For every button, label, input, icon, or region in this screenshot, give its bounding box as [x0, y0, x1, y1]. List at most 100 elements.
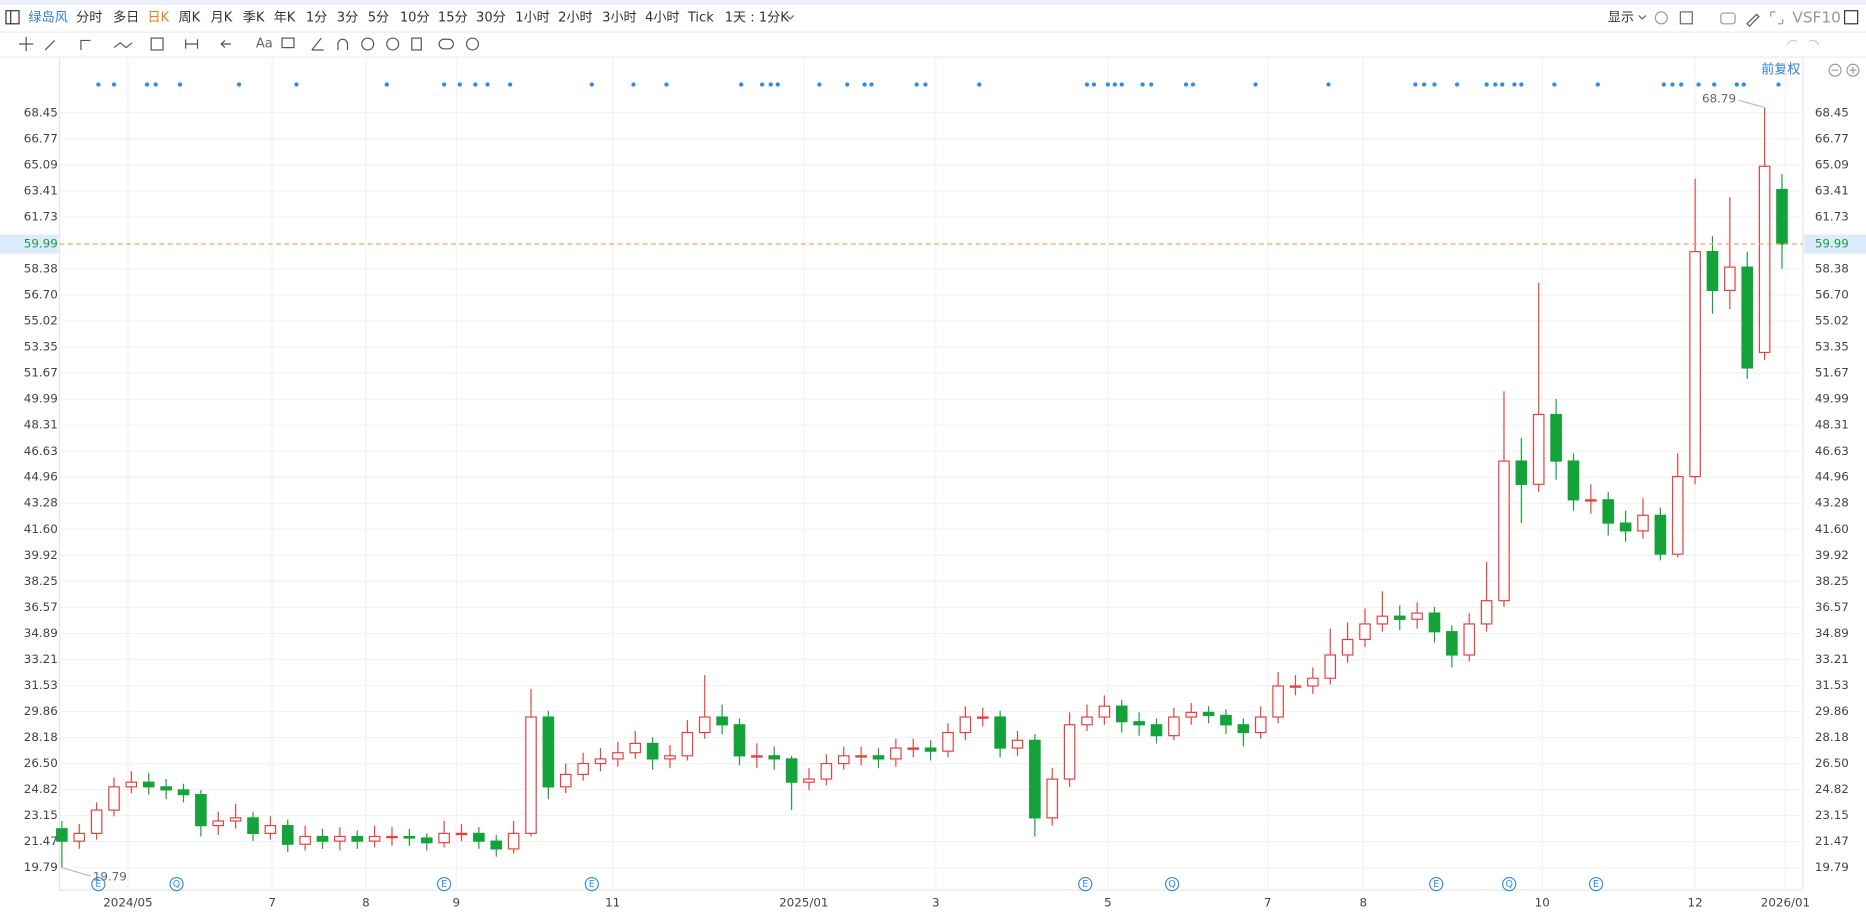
- period-option[interactable]: 日K: [148, 10, 170, 25]
- move-tool[interactable]: [19, 36, 34, 52]
- arrow-tool[interactable]: [219, 40, 231, 49]
- signal-dot[interactable]: [768, 82, 773, 87]
- signal-dot[interactable]: [739, 82, 744, 87]
- signal-dot[interactable]: [1493, 82, 1498, 87]
- visibility-tool[interactable]: [438, 38, 455, 50]
- event-marker[interactable]: [1502, 876, 1517, 892]
- signal-dot[interactable]: [1712, 82, 1717, 87]
- lock-tool[interactable]: [386, 37, 400, 51]
- signal-dot[interactable]: [775, 82, 780, 87]
- signal-dot[interactable]: [294, 82, 299, 87]
- event-marker[interactable]: [1588, 876, 1604, 892]
- period-option[interactable]: 3分: [337, 9, 358, 25]
- wave-tool[interactable]: [113, 42, 133, 49]
- signal-dot[interactable]: [1661, 82, 1666, 87]
- period-option[interactable]: 2小时: [558, 9, 592, 25]
- signal-dot[interactable]: [977, 82, 982, 87]
- signal-dot[interactable]: [144, 82, 150, 87]
- signal-dot[interactable]: [1149, 82, 1154, 87]
- period-option[interactable]: 5分: [368, 9, 389, 25]
- event-marker[interactable]: [169, 876, 184, 892]
- signal-dot[interactable]: [1421, 82, 1427, 87]
- signal-dot[interactable]: [664, 82, 669, 87]
- period-option[interactable]: 10分: [400, 9, 430, 25]
- signal-dot[interactable]: [1140, 82, 1145, 87]
- signal-dot[interactable]: [1696, 82, 1701, 87]
- signal-dot[interactable]: [759, 82, 765, 87]
- magnet-tool[interactable]: [337, 38, 349, 50]
- signal-dot[interactable]: [1432, 82, 1437, 87]
- signal-dot[interactable]: [1190, 82, 1196, 87]
- interval-select[interactable]: 1天 : 1分K: [725, 9, 790, 25]
- display-menu[interactable]: 显示: [1608, 10, 1634, 25]
- signal-dot[interactable]: [1595, 82, 1600, 87]
- line-tool[interactable]: [44, 40, 56, 51]
- settings-icon[interactable]: [1654, 11, 1668, 25]
- delete-tool[interactable]: [411, 37, 422, 51]
- event-marker[interactable]: [91, 876, 106, 892]
- signal-dot[interactable]: [96, 82, 101, 87]
- signal-dot[interactable]: [1512, 82, 1517, 87]
- signal-dot[interactable]: [153, 82, 158, 87]
- signal-dot[interactable]: [1105, 82, 1110, 87]
- event-marker[interactable]: [584, 876, 599, 892]
- signal-dot[interactable]: [631, 82, 636, 87]
- signal-dot[interactable]: [473, 82, 478, 87]
- period-option[interactable]: 3小时: [602, 9, 636, 25]
- signal-dot[interactable]: [1119, 82, 1124, 87]
- signal-dot[interactable]: [485, 82, 490, 87]
- period-option[interactable]: 多日: [113, 8, 139, 25]
- signal-dot[interactable]: [869, 82, 874, 87]
- signal-dot[interactable]: [441, 82, 447, 87]
- period-option[interactable]: 4小时: [645, 9, 679, 25]
- signal-dot[interactable]: [1413, 82, 1418, 87]
- signal-dot[interactable]: [111, 82, 117, 87]
- signal-dot[interactable]: [589, 82, 594, 87]
- undo-redo[interactable]: [1786, 39, 1819, 46]
- signal-dot[interactable]: [845, 82, 850, 87]
- tool-settings[interactable]: [465, 37, 479, 51]
- signal-dot[interactable]: [1326, 82, 1331, 87]
- period-option[interactable]: Tick: [687, 10, 714, 25]
- hide-tool[interactable]: [361, 37, 375, 51]
- signal-dot[interactable]: [1454, 82, 1460, 87]
- period-option[interactable]: 1小时: [515, 9, 549, 25]
- event-marker[interactable]: [1164, 876, 1180, 892]
- camera-icon[interactable]: [1720, 12, 1736, 25]
- signal-dot[interactable]: [1670, 82, 1675, 87]
- panel-toggle[interactable]: [1843, 10, 1859, 25]
- zoom-in[interactable]: [1846, 63, 1860, 77]
- signal-dot[interactable]: [1253, 82, 1258, 87]
- signal-dot[interactable]: [1112, 82, 1117, 87]
- range-tool[interactable]: [185, 39, 199, 49]
- measure-tool[interactable]: [150, 37, 164, 51]
- angle-tool[interactable]: [311, 37, 324, 51]
- signal-dot[interactable]: [1552, 82, 1557, 87]
- signal-dot[interactable]: [1741, 82, 1746, 87]
- sidebar-toggle[interactable]: [5, 10, 20, 25]
- signal-dot[interactable]: [1084, 82, 1090, 87]
- signal-dot[interactable]: [1734, 82, 1739, 87]
- fullscreen-icon[interactable]: [1770, 11, 1784, 25]
- adjust-mode[interactable]: 前复权: [1761, 61, 1800, 78]
- note-tool[interactable]: [281, 37, 295, 49]
- signal-dot[interactable]: [923, 82, 928, 87]
- signal-dot[interactable]: [914, 82, 919, 87]
- signal-dot[interactable]: [177, 82, 183, 87]
- signal-dot[interactable]: [1679, 82, 1684, 87]
- signal-dot[interactable]: [1519, 82, 1524, 87]
- vs-button[interactable]: VS: [1792, 8, 1812, 26]
- symbol[interactable]: 绿岛风: [29, 9, 68, 25]
- signal-dot[interactable]: [236, 82, 242, 87]
- signal-dot[interactable]: [1091, 82, 1097, 87]
- signal-dot[interactable]: [1776, 82, 1781, 87]
- text-tool[interactable]: Aa: [256, 37, 273, 52]
- signal-dot[interactable]: [384, 82, 389, 87]
- period-option[interactable]: 1分: [306, 9, 327, 25]
- signal-dot[interactable]: [457, 82, 462, 87]
- period-option[interactable]: 30分: [476, 9, 506, 25]
- pen-icon[interactable]: [1746, 13, 1760, 28]
- period-option[interactable]: 季K: [243, 9, 265, 25]
- zoom-out[interactable]: [1828, 63, 1842, 77]
- signal-dot[interactable]: [817, 82, 822, 87]
